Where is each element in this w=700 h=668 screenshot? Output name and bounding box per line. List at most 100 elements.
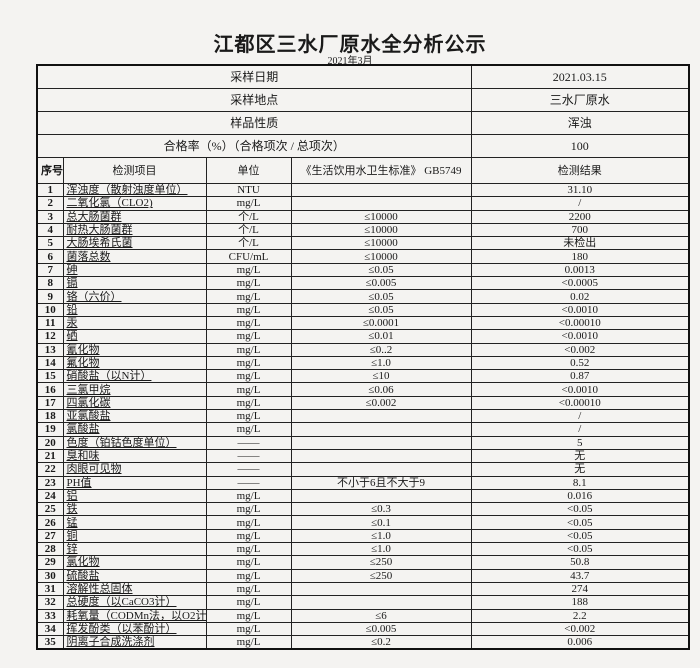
meta-label: 采样地点 [36,88,472,112]
row-item: 臭和味 [62,448,207,464]
row-item: 亚氯酸盐 [62,409,207,424]
row-unit: mg/L [205,395,292,411]
table-row: 30 硫酸盐 mg/L ≤250 43.7 [36,568,690,583]
table-row: 20 色度（铂钴色度单位） —— 5 [36,435,690,450]
row-no: 18 [36,409,64,424]
row-item: 挥发酚类（以苯酚计） [62,621,207,637]
row-no: 14 [36,355,64,371]
row-standard: ≤10000 [290,209,472,224]
row-unit: mg/L [205,315,292,331]
row-standard [290,488,472,504]
table-row: 5 大肠埃希氏菌 个/L ≤10000 未检出 [36,236,690,251]
table-row: 26 锰 mg/L ≤0.1 <0.05 [36,515,690,530]
row-no: 25 [36,502,64,517]
meta-row: 采样日期 2021.03.15 [36,64,690,89]
page-title: 江都区三水厂原水全分析公示 [213,34,487,56]
row-standard: ≤0.005 [290,621,472,637]
row-no: 4 [36,222,64,238]
page-subtitle: 2021年3月 [327,56,373,67]
row-result: / [470,196,690,211]
table-row: 13 氰化物 mg/L ≤0..2 <0.002 [36,342,690,357]
row-item: 硒 [62,329,207,344]
row-standard [290,462,472,477]
row-unit: mg/L [205,329,292,344]
table-row: 28 锌 mg/L ≤1.0 <0.05 [36,542,690,557]
row-unit: —— [205,435,292,450]
row-result: 0.0013 [470,262,690,278]
row-item: 铜 [62,528,207,544]
row-standard [290,448,472,464]
row-item: 砷 [62,262,207,278]
header-standard: 《生活饮用水卫生标准》 GB5749 [290,157,472,184]
meta-value: 三水厂原水 [470,88,690,112]
row-no: 33 [36,608,64,623]
row-standard: ≤1.0 [290,528,472,544]
row-result: 0.016 [470,488,690,504]
row-no: 17 [36,395,64,411]
row-standard: ≤1.0 [290,355,472,371]
row-result: <0.0005 [470,276,690,291]
row-unit: 个/L [205,236,292,251]
header-result: 检测结果 [470,157,690,184]
row-no: 19 [36,422,64,437]
meta-row: 样品性质 浑浊 [36,111,690,135]
row-standard: ≤10000 [290,249,472,264]
row-standard [290,196,472,211]
row-standard: ≤0.3 [290,502,472,517]
row-unit: mg/L [205,262,292,278]
row-result: 未检出 [470,236,690,251]
row-unit: 个/L [205,222,292,238]
row-no: 12 [36,329,64,344]
meta-value: 2021.03.15 [470,64,690,89]
row-standard [290,595,472,610]
row-result: / [470,409,690,424]
row-standard [290,182,472,198]
row-standard: ≤6 [290,608,472,623]
row-no: 6 [36,249,64,264]
table-row: 1 浑浊度（散射浊度单位） NTU 31.10 [36,182,690,198]
row-no: 3 [36,209,64,224]
row-no: 24 [36,488,64,504]
meta-label: 采样日期 [36,64,472,89]
row-no: 20 [36,435,64,450]
row-result: <0.00010 [470,315,690,331]
row-standard [290,435,472,450]
row-result: <0.002 [470,621,690,637]
row-unit: mg/L [205,581,292,597]
row-standard: ≤10000 [290,236,472,251]
row-item: PH值 [62,475,207,490]
row-unit: mg/L [205,502,292,517]
table-row: 16 三氯甲烷 mg/L ≤0.06 <0.0010 [36,382,690,397]
row-no: 5 [36,236,64,251]
row-item: 总大肠菌群 [62,209,207,224]
row-item: 铅 [62,302,207,317]
table-row: 34 挥发酚类（以苯酚计） mg/L ≤0.005 <0.002 [36,621,690,637]
row-item: 四氯化碳 [62,395,207,411]
row-no: 10 [36,302,64,317]
row-result: <0.0010 [470,382,690,397]
row-standard: ≤0..2 [290,342,472,357]
row-no: 35 [36,635,64,650]
table-row: 12 硒 mg/L ≤0.01 <0.0010 [36,329,690,344]
row-result: 8.1 [470,475,690,490]
row-item: 总硬度（以CaCO3计） [62,595,207,610]
row-result: 188 [470,595,690,610]
table-row: 2 二氧化氯（CLO2) mg/L / [36,196,690,211]
table-row: 14 氟化物 mg/L ≤1.0 0.52 [36,355,690,371]
row-result: 274 [470,581,690,597]
row-unit: CFU/mL [205,249,292,264]
row-item: 锌 [62,542,207,557]
row-item: 氟化物 [62,355,207,371]
row-no: 16 [36,382,64,397]
table-row: 25 铁 mg/L ≤0.3 <0.05 [36,502,690,517]
row-no: 34 [36,621,64,637]
row-unit: mg/L [205,302,292,317]
row-unit: —— [205,475,292,490]
row-standard: ≤0.01 [290,329,472,344]
row-unit: mg/L [205,528,292,544]
row-no: 23 [36,475,64,490]
row-unit: mg/L [205,635,292,650]
row-unit: mg/L [205,276,292,291]
row-item: 二氧化氯（CLO2) [62,196,207,211]
row-item: 氯酸盐 [62,422,207,437]
